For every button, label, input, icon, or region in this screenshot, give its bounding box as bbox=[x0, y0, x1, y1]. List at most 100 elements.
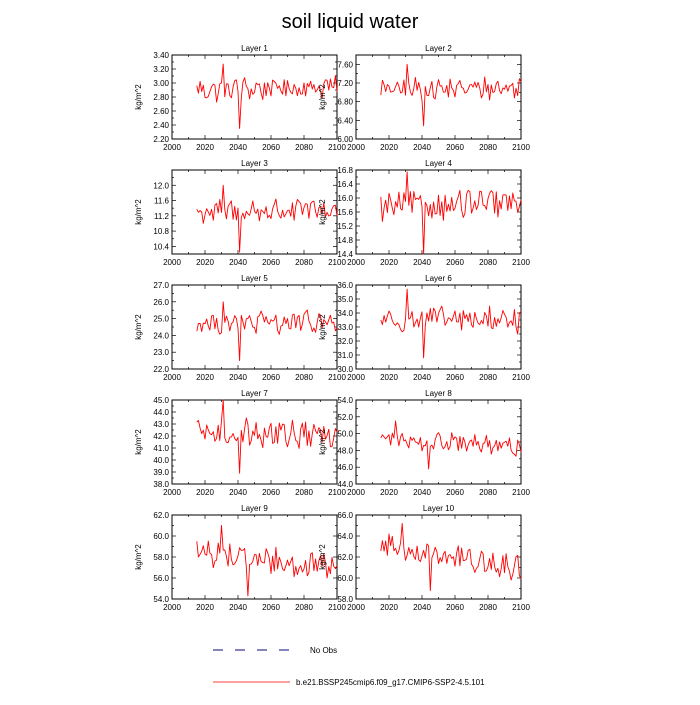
x-tick-label: 2020 bbox=[196, 258, 214, 267]
y-tick-label: 31.0 bbox=[337, 351, 353, 360]
y-tick-label: 41.0 bbox=[153, 444, 169, 453]
x-tick-label: 2100 bbox=[328, 373, 346, 382]
x-tick-label: 2100 bbox=[328, 603, 346, 612]
x-tick-label: 2000 bbox=[163, 603, 181, 612]
series-line bbox=[196, 184, 338, 253]
legend: No Obs b.e21.BSSP245cmip6.f09_g17.CMIP6-… bbox=[213, 646, 485, 687]
plot-frame bbox=[171, 284, 338, 370]
y-tick-label: 60.0 bbox=[153, 532, 169, 541]
x-tick-label: 2040 bbox=[229, 373, 247, 382]
y-tick-label: 7.20 bbox=[337, 79, 353, 88]
panel-title: Layer 6 bbox=[425, 274, 452, 283]
y-tick-label: 10.4 bbox=[153, 242, 169, 251]
x-tick-label: 2100 bbox=[512, 258, 530, 267]
x-tick-label: 2000 bbox=[163, 488, 181, 497]
x-tick-label: 2080 bbox=[295, 258, 313, 267]
y-tick-label: 2.80 bbox=[153, 93, 169, 102]
x-tick-label: 2060 bbox=[262, 258, 280, 267]
y-tick-label: 56.0 bbox=[153, 574, 169, 583]
x-tick-label: 2040 bbox=[413, 603, 431, 612]
y-axis-label: kg/m^2 bbox=[318, 84, 327, 110]
plot-frame bbox=[355, 54, 522, 140]
y-tick-label: 23.0 bbox=[153, 348, 169, 357]
x-tick-label: 2020 bbox=[380, 603, 398, 612]
y-axis-label: kg/m^2 bbox=[318, 429, 327, 455]
x-tick-label: 2020 bbox=[380, 488, 398, 497]
y-tick-label: 60.0 bbox=[337, 574, 353, 583]
y-tick-label: 44.0 bbox=[153, 408, 169, 417]
x-tick-label: 2060 bbox=[262, 488, 280, 497]
y-tick-label: 3.00 bbox=[153, 79, 169, 88]
y-tick-label: 62.0 bbox=[153, 511, 169, 520]
y-axis-label: kg/m^2 bbox=[318, 314, 327, 340]
y-tick-label: 58.0 bbox=[337, 595, 353, 604]
y-tick-label: 43.0 bbox=[153, 420, 169, 429]
series-line bbox=[196, 399, 338, 474]
y-tick-label: 35.0 bbox=[337, 295, 353, 304]
plot-frame bbox=[171, 169, 338, 255]
x-tick-label: 2080 bbox=[479, 258, 497, 267]
y-tick-label: 54.0 bbox=[153, 595, 169, 604]
y-tick-label: 66.0 bbox=[337, 511, 353, 520]
panel-title: Layer 10 bbox=[423, 504, 455, 513]
y-tick-label: 16.4 bbox=[337, 180, 353, 189]
y-tick-label: 32.0 bbox=[337, 337, 353, 346]
y-tick-label: 45.0 bbox=[153, 396, 169, 405]
series-line bbox=[380, 171, 522, 255]
x-tick-label: 2040 bbox=[413, 373, 431, 382]
y-tick-label: 33.0 bbox=[337, 323, 353, 332]
y-tick-label: 6.40 bbox=[337, 116, 353, 125]
x-tick-label: 2100 bbox=[328, 488, 346, 497]
series-line bbox=[196, 525, 338, 597]
y-tick-label: 36.0 bbox=[337, 281, 353, 290]
panel-title: Layer 5 bbox=[241, 274, 268, 283]
x-tick-label: 2080 bbox=[295, 488, 313, 497]
y-tick-label: 15.2 bbox=[337, 222, 353, 231]
y-axis-label: kg/m^2 bbox=[318, 544, 327, 570]
y-tick-label: 12.0 bbox=[153, 181, 169, 190]
x-tick-label: 2000 bbox=[347, 373, 365, 382]
x-tick-label: 2080 bbox=[295, 373, 313, 382]
x-tick-label: 2100 bbox=[328, 143, 346, 152]
x-tick-label: 2020 bbox=[196, 603, 214, 612]
y-tick-label: 2.60 bbox=[153, 107, 169, 116]
y-tick-label: 48.0 bbox=[337, 446, 353, 455]
panel-layer-9: Layer 9 kg/m^2 2000 2020 2040 2060 2080 2100 54.… bbox=[134, 504, 346, 612]
y-tick-label: 46.0 bbox=[337, 463, 353, 472]
y-tick-label: 44.0 bbox=[337, 480, 353, 489]
x-tick-label: 2060 bbox=[446, 143, 464, 152]
legend-model-label: b.e21.BSSP245cmip6.f09_g17.CMIP6-SSP2-4.… bbox=[296, 678, 485, 687]
x-tick-label: 2000 bbox=[347, 603, 365, 612]
x-tick-label: 2100 bbox=[512, 488, 530, 497]
y-tick-label: 50.0 bbox=[337, 430, 353, 439]
panel-title: Layer 3 bbox=[241, 159, 268, 168]
x-tick-label: 2000 bbox=[163, 258, 181, 267]
x-tick-label: 2040 bbox=[413, 488, 431, 497]
x-tick-label: 2080 bbox=[295, 603, 313, 612]
y-tick-label: 39.0 bbox=[153, 468, 169, 477]
y-axis-label: kg/m^2 bbox=[134, 199, 143, 225]
y-tick-label: 27.0 bbox=[153, 281, 169, 290]
y-tick-label: 6.80 bbox=[337, 98, 353, 107]
panel-layer-1: Layer 1 kg/m^2 2000 2020 2040 2060 2080 2100 2.2… bbox=[134, 44, 346, 152]
figure-title: soil liquid water bbox=[282, 11, 419, 33]
series-line bbox=[380, 63, 522, 127]
y-axis-label: kg/m^2 bbox=[134, 429, 143, 455]
panel-layer-7: Layer 7 kg/m^2 2000 2020 2040 2060 2080 2100 38.… bbox=[134, 389, 346, 497]
x-tick-label: 2080 bbox=[295, 143, 313, 152]
x-tick-label: 2040 bbox=[413, 258, 431, 267]
plot-frame bbox=[171, 54, 338, 140]
x-tick-label: 2020 bbox=[380, 258, 398, 267]
y-axis-label: kg/m^2 bbox=[318, 199, 327, 225]
x-tick-label: 2040 bbox=[229, 488, 247, 497]
chart-panels: Layer 1 kg/m^2 2000 2020 2040 2060 2080 2100 2.2… bbox=[134, 44, 530, 612]
panel-title: Layer 2 bbox=[425, 44, 452, 53]
x-tick-label: 2060 bbox=[446, 373, 464, 382]
x-tick-label: 2060 bbox=[446, 258, 464, 267]
plot-frame bbox=[355, 514, 522, 600]
